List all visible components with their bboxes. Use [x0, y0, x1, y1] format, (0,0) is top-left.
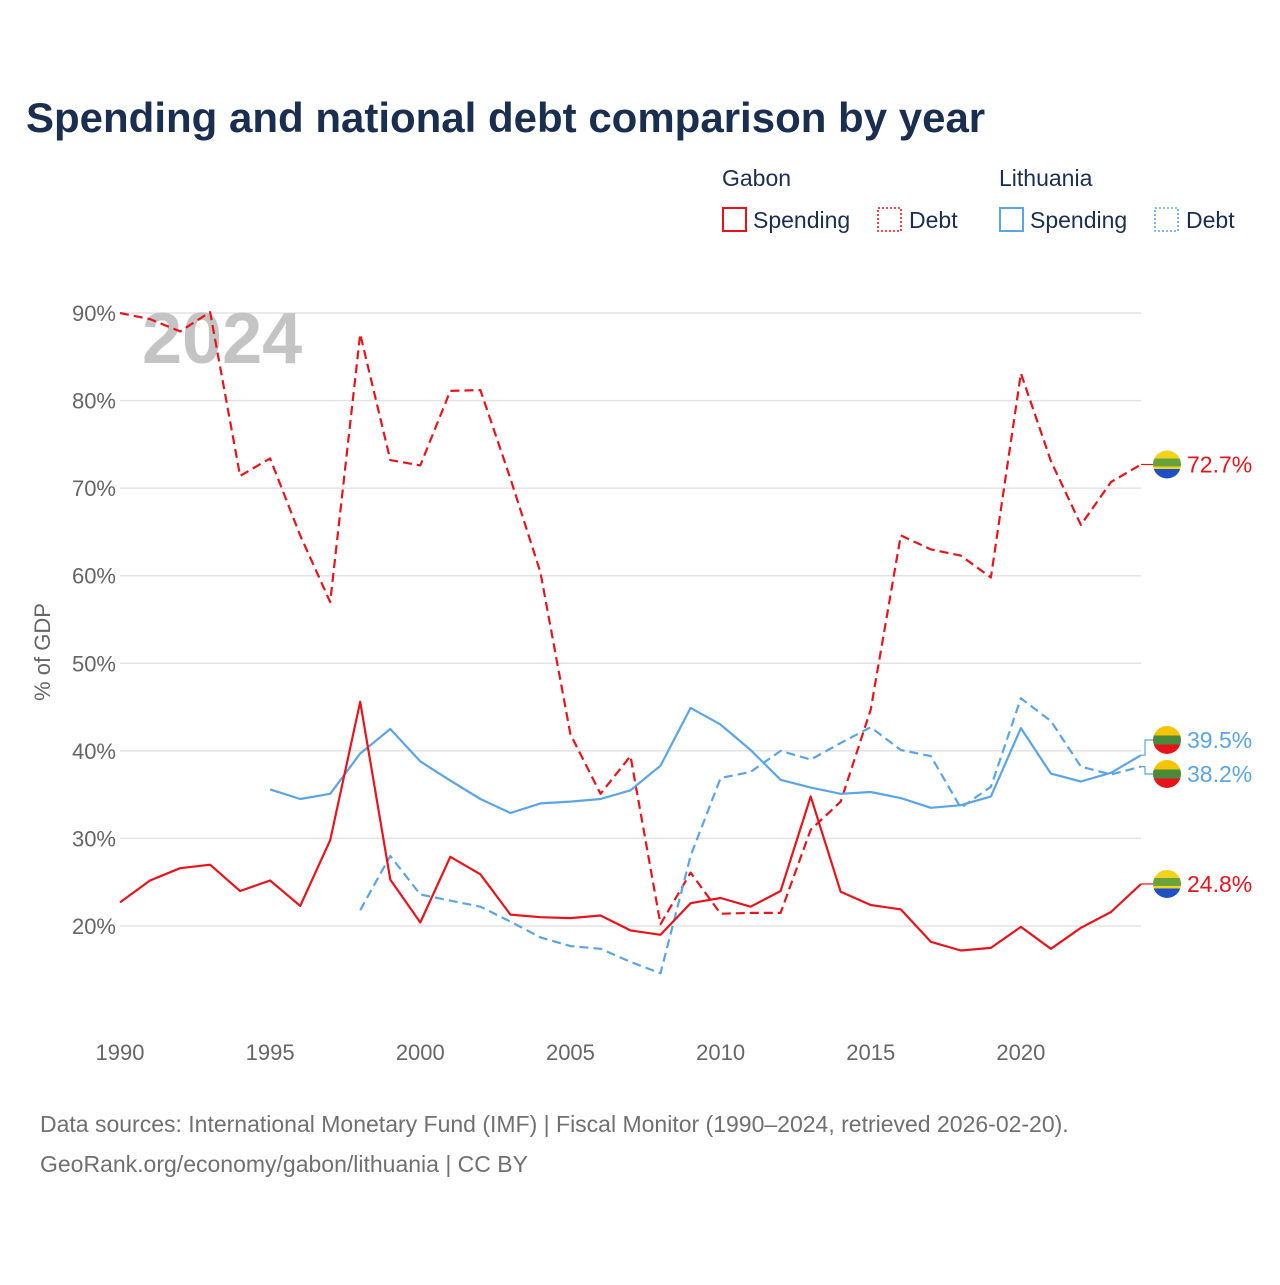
y-tick-label: 60%	[72, 564, 116, 589]
x-tick-label: 1995	[246, 1040, 295, 1065]
x-tick-label: 2000	[396, 1040, 445, 1065]
x-tick-label: 2005	[546, 1040, 595, 1065]
gabon-flag-icon	[1153, 450, 1181, 479]
gridlines	[120, 312, 1141, 927]
x-axis: 1990 1995 2000 2005 2010 2015 2020	[96, 1040, 1046, 1065]
y-tick-label: 80%	[72, 389, 116, 414]
end-value-label: 24.8%	[1187, 871, 1252, 897]
series-line-lithuania-debt	[359, 697, 1142, 975]
y-tick-label: 30%	[72, 826, 116, 851]
connector-2	[1141, 739, 1153, 756]
legend-swatch-spending	[999, 207, 1024, 232]
legend-label-debt: Debt	[909, 207, 958, 233]
legend-country-lithuania: Lithuania	[999, 165, 1093, 191]
series-line-gabon-spending	[119, 700, 1142, 952]
x-tick-label: 2010	[696, 1040, 745, 1065]
x-tick-label: 2020	[996, 1040, 1045, 1065]
legend-swatch-debt	[1154, 207, 1179, 232]
y-axis: 20% 30% 40% 50% 60% 70% 80% 90%	[72, 301, 116, 939]
legend: Gabon Spending Debt Lithuania Spending Debt	[722, 165, 1235, 233]
legend-label-spending: Spending	[1030, 207, 1127, 233]
chart-title: Spending and national debt comparison by…	[26, 94, 985, 141]
series-layer	[119, 311, 1142, 975]
x-tick-label: 1990	[96, 1040, 145, 1065]
y-tick-label: 40%	[72, 739, 116, 764]
y-tick-label: 70%	[72, 476, 116, 501]
year-watermark: 2024	[142, 299, 302, 379]
connector-3	[1141, 765, 1153, 775]
y-axis-label: % of GDP	[30, 603, 55, 701]
lithuania-flag-icon	[1153, 726, 1181, 754]
source-line-1: Data sources: International Monetary Fun…	[40, 1111, 1069, 1137]
legend-country-gabon: Gabon	[722, 165, 791, 191]
legend-swatch-spending	[722, 207, 747, 232]
end-value-label: 72.7%	[1187, 451, 1252, 477]
legend-label-debt: Debt	[1186, 207, 1235, 233]
end-value-label: 39.5%	[1187, 727, 1252, 753]
y-tick-label: 20%	[72, 914, 116, 939]
x-tick-label: 2015	[846, 1040, 895, 1065]
legend-swatch-debt	[877, 207, 902, 232]
y-tick-label: 50%	[72, 651, 116, 676]
series-line-gabon-debt	[119, 311, 1142, 926]
source-line-2: GeoRank.org/economy/gabon/lithuania | CC…	[40, 1151, 528, 1177]
lithuania-flag-icon	[1153, 760, 1181, 788]
series-line-lithuania-spending	[269, 706, 1142, 815]
end-markers: 72.7% 39.5% 38.2% 24.8%	[1141, 450, 1252, 898]
y-tick-label: 90%	[72, 301, 116, 326]
gabon-flag-icon	[1153, 869, 1181, 898]
legend-label-spending: Spending	[753, 207, 850, 233]
end-value-label: 38.2%	[1187, 761, 1252, 787]
